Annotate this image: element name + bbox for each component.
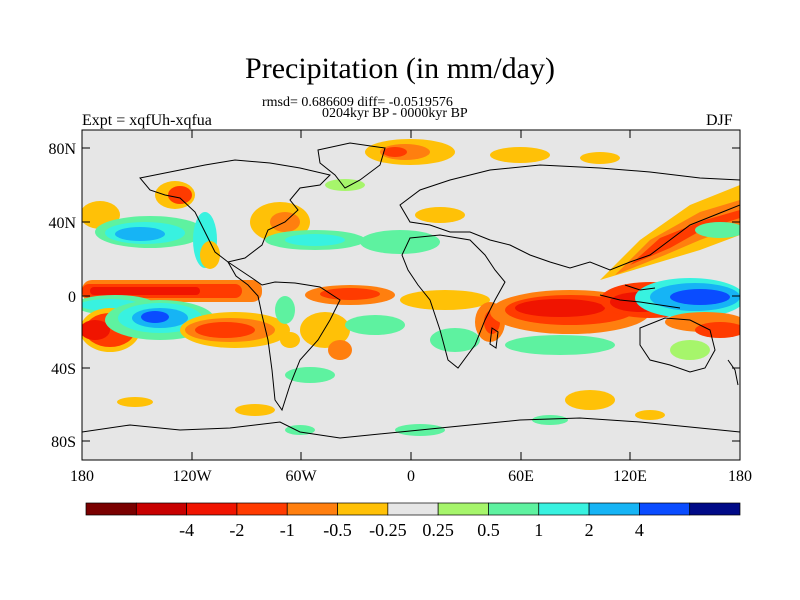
colorbar-swatch <box>538 502 590 516</box>
colorbar-label: 0.5 <box>477 520 500 540</box>
colorbar-swatch <box>186 502 238 516</box>
colorbar-swatch <box>85 502 137 516</box>
colorbar-swatch <box>387 502 439 516</box>
colorbar-label: 4 <box>635 520 644 540</box>
colorbar-swatch <box>286 502 338 516</box>
colorbar-swatch <box>488 502 540 516</box>
map-title: Precipitation (in mm/day) <box>245 52 555 85</box>
colorbar-label: -2 <box>229 520 244 540</box>
colorbar-swatch <box>437 502 489 516</box>
lat-tick-label: 0 <box>68 289 76 306</box>
lon-tick-label: 120W <box>172 468 212 485</box>
colorbar-label: -0.5 <box>323 520 352 540</box>
lon-tick-label: 0 <box>407 468 415 485</box>
colorbar-label: 2 <box>585 520 594 540</box>
colorbar-swatch <box>337 502 389 516</box>
colorbar-swatch <box>689 502 741 516</box>
stats-line: rmsd= 0.686609 diff= -0.0519576 <box>262 95 453 110</box>
season-label: DJF <box>706 112 733 129</box>
colorbar-label: -4 <box>179 520 194 540</box>
colorbar-swatch <box>588 502 640 516</box>
lat-tick-label: 40S <box>51 361 76 378</box>
colorbar-label: 0.25 <box>422 520 454 540</box>
lat-tick-label: 40N <box>48 215 76 232</box>
lon-tick-label: 180 <box>70 468 94 485</box>
lon-tick-label: 60E <box>508 468 534 485</box>
lat-tick-label: 80S <box>51 434 76 451</box>
colorbar-swatch <box>639 502 691 516</box>
colorbar-label: -1 <box>280 520 295 540</box>
colorbar: -4 -2 -1 -0.5 -0.25 0.25 0.5 1 2 4 <box>85 502 741 540</box>
colorbar-swatch <box>135 502 187 516</box>
lat-tick-label: 80N <box>48 141 76 158</box>
experiment-label: Expt = xqfUh-xqfua <box>82 112 212 129</box>
colorbar-label: -0.25 <box>369 520 407 540</box>
anomaly-field <box>82 139 740 436</box>
period-line: 0204kyr BP - 0000kyr BP <box>322 106 468 121</box>
colorbar-swatch <box>236 502 288 516</box>
coastlines <box>82 142 740 439</box>
lon-tick-label: 120E <box>613 468 647 485</box>
colorbar-label: 1 <box>534 520 543 540</box>
lon-tick-label: 60W <box>285 468 317 485</box>
lon-tick-label: 180 <box>728 468 752 485</box>
